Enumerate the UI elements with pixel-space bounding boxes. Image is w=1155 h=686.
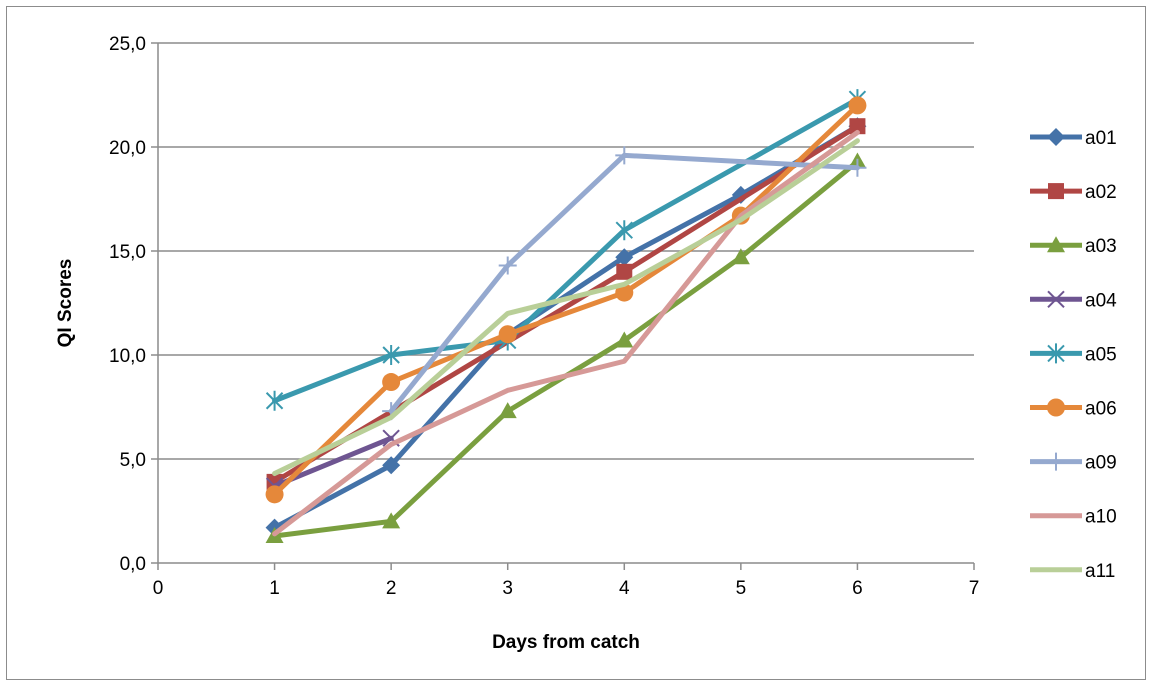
- y-tick-label: 20,0: [109, 138, 146, 159]
- series-a11: [272, 138, 860, 477]
- legend-label: a05: [1085, 344, 1117, 365]
- data-point-a06: [848, 96, 867, 115]
- series-line-a01: [272, 123, 860, 531]
- series-a05: [265, 89, 867, 411]
- data-point-a02: [616, 263, 633, 280]
- legend-label: a02: [1085, 182, 1117, 203]
- data-point-a09: [498, 256, 517, 275]
- x-tick-label: 1: [269, 578, 280, 599]
- x-tick-label: 6: [852, 578, 863, 599]
- series-line-a10: [272, 129, 860, 537]
- data-point-a06: [382, 373, 401, 392]
- legend-item-a02: a02: [1030, 182, 1117, 203]
- legend-item-a09: a09: [1030, 452, 1117, 474]
- x-tick-label: 5: [736, 578, 747, 599]
- legend-label: a11: [1085, 561, 1115, 582]
- data-point-a03: [382, 512, 401, 529]
- legend-item-a04: a04: [1030, 290, 1117, 311]
- legend-marker: [1047, 290, 1065, 309]
- x-axis-title: Days from catch: [492, 632, 640, 653]
- legend-marker: [1047, 398, 1065, 417]
- data-point-a03: [731, 248, 750, 265]
- data-point-a02: [849, 118, 866, 135]
- series-a06: [265, 96, 867, 504]
- data-point-a01: [382, 456, 401, 475]
- legend-marker: [1047, 128, 1065, 146]
- legend-marker: [1048, 183, 1064, 200]
- legend-label: a01: [1085, 128, 1117, 149]
- data-point-a06: [265, 485, 284, 504]
- legend-item-a10: a10: [1030, 507, 1117, 528]
- y-axis-title: QI Scores: [55, 259, 76, 348]
- data-point-a05: [265, 390, 284, 411]
- x-tick-label: 7: [969, 578, 980, 599]
- legend-item-a11: a11: [1030, 561, 1115, 582]
- series-a09: [382, 146, 867, 421]
- gridlines: [158, 42, 974, 460]
- series-line-a06: [272, 102, 860, 497]
- x-tick-label: 3: [502, 578, 513, 599]
- series-line-a02: [272, 123, 860, 485]
- series-line-a09: [388, 152, 860, 414]
- x-tick-label: 4: [619, 578, 630, 599]
- legend-label: a03: [1085, 236, 1117, 257]
- y-tick-label: 10,0: [109, 346, 146, 367]
- data-point-a05: [615, 220, 633, 241]
- tick-labels: 0,0 5,0 10,0 15,0 20,0 25,0 0 1 2 3 4 5 6 7: [109, 34, 979, 599]
- legend-item-a03: a03: [1030, 236, 1117, 257]
- chart-frame: [6, 6, 1146, 680]
- legend-label: a09: [1085, 453, 1117, 474]
- y-tick-label: 25,0: [109, 34, 146, 55]
- legend-marker: [1047, 452, 1065, 471]
- data-point-a03: [615, 331, 634, 348]
- legend-label: a04: [1085, 290, 1117, 311]
- y-tick-label: 15,0: [109, 242, 146, 263]
- legend-item-a06: a06: [1030, 398, 1117, 420]
- legend: a01 a02 a03 a04 a05 a06 a09 a10 a11: [1030, 128, 1117, 582]
- legend-item-a05: a05: [1030, 343, 1117, 365]
- y-tick-label: 5,0: [120, 450, 146, 471]
- data-point-a03: [498, 402, 517, 419]
- axes: [151, 42, 975, 570]
- series-lines: [265, 89, 867, 543]
- series-a10: [272, 129, 860, 537]
- data-point-a06: [498, 325, 517, 344]
- legend-label: a06: [1085, 399, 1117, 420]
- legend-marker: [1047, 236, 1065, 253]
- data-point-a01: [615, 248, 634, 267]
- data-point-a09: [848, 158, 867, 177]
- y-tick-label: 0,0: [120, 554, 146, 575]
- legend-item-a01: a01: [1030, 128, 1117, 149]
- x-tick-label: 2: [386, 578, 397, 599]
- legend-label: a10: [1085, 507, 1117, 528]
- series-line-a11: [272, 138, 860, 477]
- data-point-a09: [615, 146, 634, 165]
- data-point-a05: [382, 345, 400, 365]
- data-point-a06: [615, 283, 634, 302]
- x-tick-label: 0: [153, 578, 164, 599]
- legend-marker: [1047, 343, 1065, 364]
